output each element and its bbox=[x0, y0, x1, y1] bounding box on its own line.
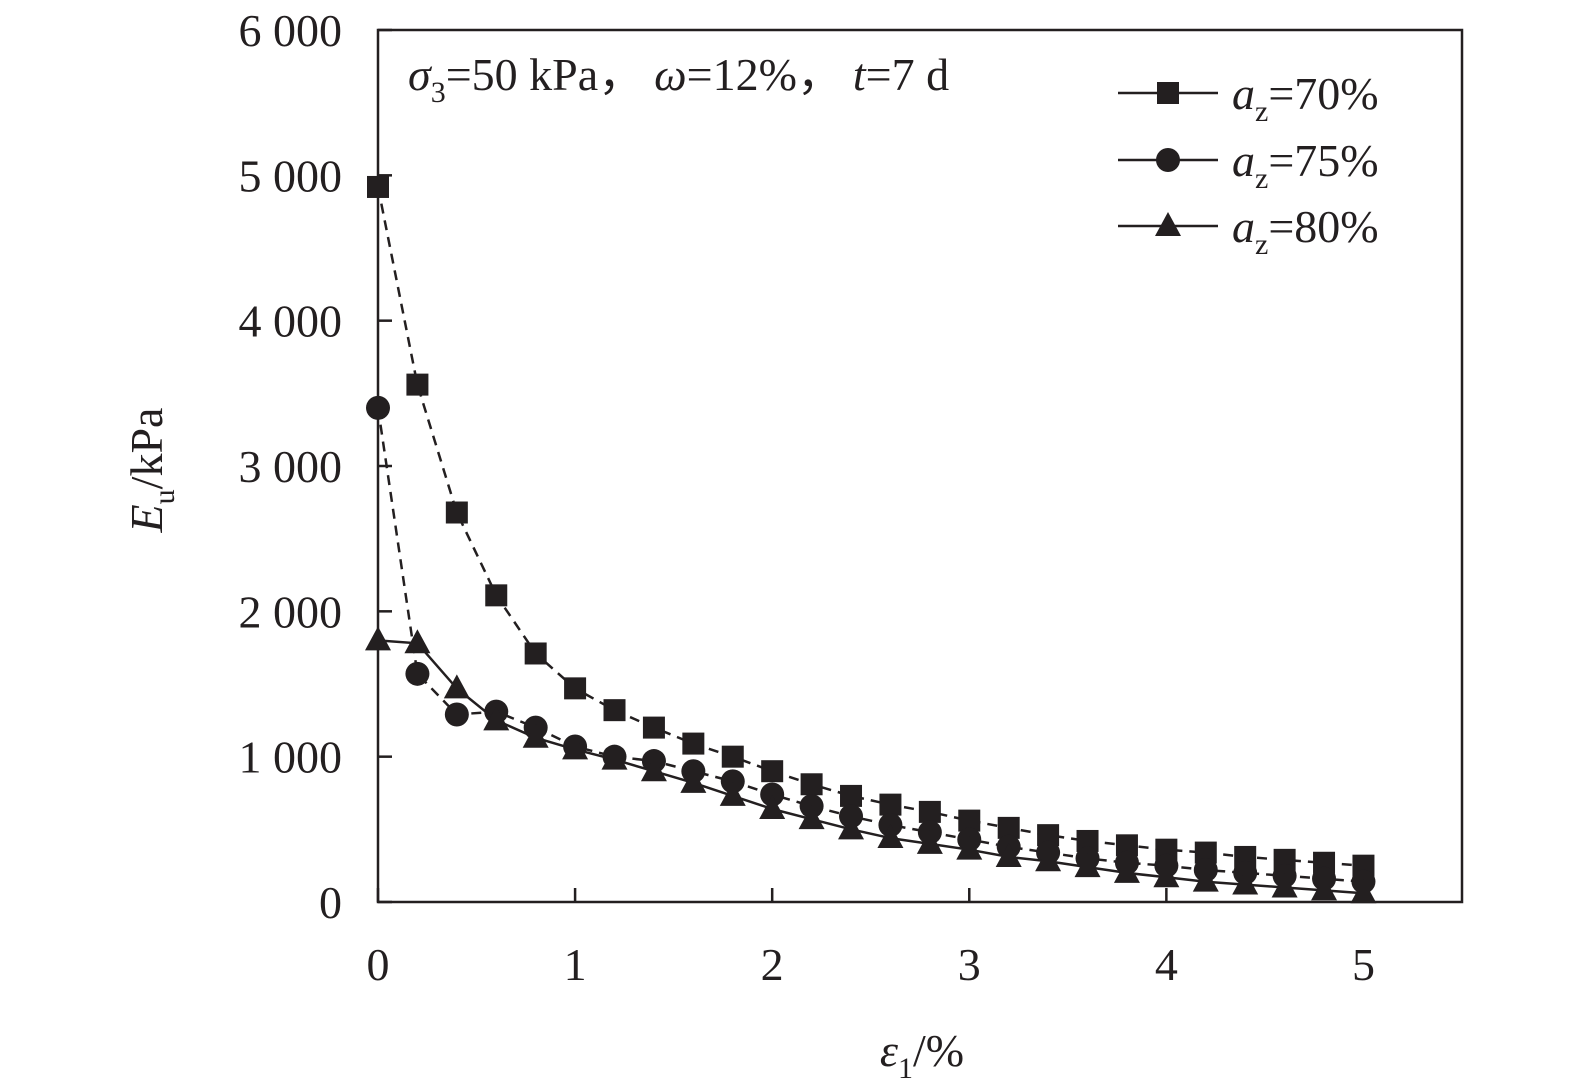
legend-marker-square bbox=[1157, 82, 1179, 104]
data-point-triangle bbox=[759, 794, 786, 819]
series-layer bbox=[365, 175, 1377, 904]
y-tick-label: 5 000 bbox=[239, 150, 343, 201]
data-point-triangle bbox=[522, 723, 549, 748]
y-tick-label: 4 000 bbox=[239, 296, 343, 347]
data-point-triangle bbox=[483, 706, 510, 731]
y-axis-label: Eu/kPa bbox=[121, 408, 181, 534]
data-point-square bbox=[840, 784, 863, 807]
data-point-circle bbox=[444, 702, 469, 727]
y-tick-label: 2 000 bbox=[239, 586, 343, 637]
data-point-triangle bbox=[640, 757, 667, 782]
series-circle bbox=[366, 395, 1376, 894]
data-point-square bbox=[1076, 829, 1099, 852]
x-axis-label: ε1/% bbox=[880, 1025, 964, 1085]
data-point-triangle bbox=[956, 835, 983, 860]
x-tick-label: 4 bbox=[1155, 939, 1178, 990]
y-tick-label: 1 000 bbox=[239, 732, 343, 783]
data-point-triangle bbox=[680, 768, 707, 793]
legend-entry-az-70: az=70% bbox=[1118, 68, 1379, 128]
data-point-square bbox=[564, 677, 587, 700]
data-point-triangle bbox=[1153, 863, 1180, 888]
x-tick-label: 5 bbox=[1352, 939, 1375, 990]
data-point-triangle bbox=[798, 805, 825, 830]
data-point-square bbox=[1037, 824, 1060, 847]
x-tick-label: 2 bbox=[761, 939, 784, 990]
data-point-triangle bbox=[1192, 867, 1219, 892]
legend-marker-circle bbox=[1156, 148, 1180, 172]
data-point-square bbox=[800, 773, 823, 796]
data-point-triangle bbox=[562, 735, 589, 760]
series-triangle bbox=[365, 626, 1377, 904]
data-point-square bbox=[997, 816, 1020, 839]
data-point-triangle bbox=[719, 781, 746, 806]
data-point-triangle bbox=[877, 824, 904, 849]
data-point-circle bbox=[405, 661, 430, 686]
series-square bbox=[367, 175, 1375, 877]
data-point-triangle bbox=[916, 829, 943, 854]
x-tick-label: 0 bbox=[367, 939, 390, 990]
condition-annotation: σ3=50 kPa， ω=12%， t=7 d bbox=[408, 49, 949, 109]
data-point-square bbox=[406, 373, 429, 396]
data-point-square bbox=[642, 716, 665, 739]
data-point-square bbox=[958, 809, 981, 832]
data-point-square bbox=[485, 584, 508, 607]
series-line-square bbox=[376, 186, 1364, 867]
data-point-triangle bbox=[601, 745, 628, 770]
data-point-square bbox=[603, 699, 626, 722]
y-tick-label: 3 000 bbox=[239, 441, 343, 492]
x-axis-ticks: 0 1 2 3 4 5 bbox=[367, 888, 1375, 990]
legend-entry-az-75: az=75% bbox=[1118, 135, 1379, 195]
y-tick-label: 6 000 bbox=[239, 5, 343, 56]
data-point-square bbox=[1194, 841, 1217, 864]
data-point-circle bbox=[366, 395, 390, 420]
data-point-square bbox=[367, 175, 389, 198]
data-point-square bbox=[918, 800, 941, 823]
data-point-triangle bbox=[404, 629, 431, 654]
y-tick-label: 0 bbox=[319, 877, 342, 928]
data-point-triangle bbox=[443, 674, 470, 699]
data-point-square bbox=[1115, 834, 1138, 857]
x-tick-label: 1 bbox=[564, 939, 587, 990]
data-point-triangle bbox=[1232, 870, 1259, 895]
y-axis-ticks: 0 1 000 2 000 3 000 4 000 5 000 6 000 bbox=[239, 5, 392, 928]
data-point-triangle bbox=[1074, 853, 1101, 878]
data-point-triangle bbox=[1350, 879, 1377, 904]
data-point-triangle bbox=[1311, 876, 1338, 901]
legend-marker-triangle bbox=[1155, 212, 1181, 236]
legend-label-az-70: az=70% bbox=[1232, 68, 1379, 128]
data-point-triangle bbox=[1035, 847, 1062, 872]
legend-label-az-75: az=75% bbox=[1232, 135, 1379, 195]
data-point-square bbox=[761, 760, 784, 783]
data-point-triangle bbox=[1271, 873, 1298, 898]
legend: az=70% az=75% az=80% bbox=[1118, 68, 1379, 261]
data-point-square bbox=[879, 793, 902, 816]
data-point-triangle bbox=[838, 815, 865, 840]
data-point-square bbox=[682, 732, 705, 755]
data-point-circle bbox=[720, 769, 745, 794]
data-point-triangle bbox=[365, 626, 391, 651]
data-point-triangle bbox=[1113, 858, 1140, 883]
data-point-square bbox=[721, 745, 744, 768]
data-point-square bbox=[445, 501, 468, 524]
data-point-circle bbox=[760, 782, 785, 807]
x-tick-label: 3 bbox=[958, 939, 981, 990]
legend-entry-az-80: az=80% bbox=[1118, 201, 1379, 261]
legend-label-az-80: az=80% bbox=[1232, 201, 1379, 261]
data-point-square bbox=[524, 642, 547, 665]
data-point-triangle bbox=[995, 842, 1022, 867]
